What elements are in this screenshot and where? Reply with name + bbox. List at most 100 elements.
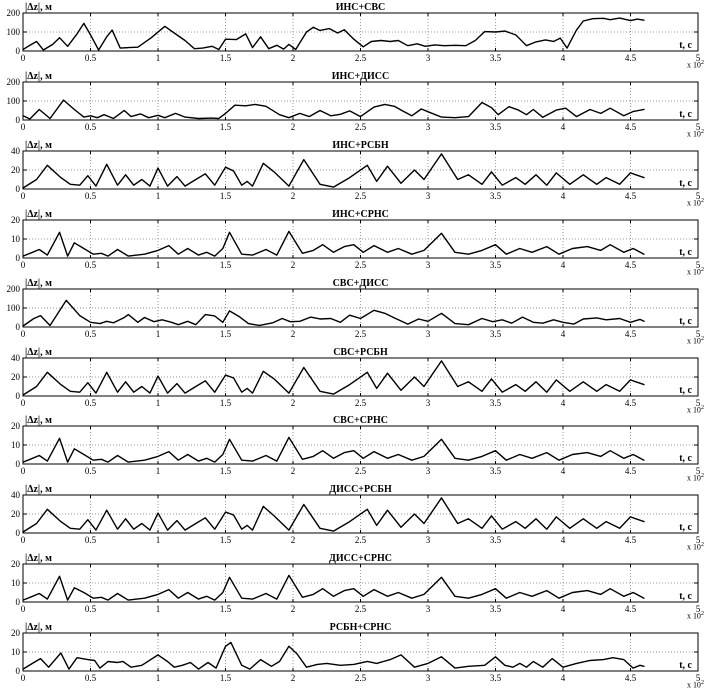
x-tick-label: 3.5 xyxy=(490,260,502,270)
x-tick-label: 1 xyxy=(156,53,161,63)
y-tick-label: 10 xyxy=(11,647,20,657)
x-tick-label: 0 xyxy=(21,53,26,63)
subplot-8: 0 0.5 1 1.5 2 2.5 3 3.5 4 4.5 5 0 20 40 ДИСС+РСБН |Δz|,… xyxy=(11,484,704,551)
x-tick-label: 2 xyxy=(291,397,296,407)
x-tick-label: 1.5 xyxy=(220,329,232,339)
x-tick-label: 1 xyxy=(156,604,161,614)
x-tick-label: 4.5 xyxy=(625,397,637,407)
data-series-line xyxy=(22,99,645,120)
x-tick-label: 1 xyxy=(156,329,161,339)
x-scale-base: x 10 xyxy=(687,405,701,413)
y-tick-label: 20 xyxy=(11,559,20,569)
y-axis-label: |Δz|, м xyxy=(25,553,52,564)
x-tick-label: 1 xyxy=(156,535,161,545)
y-tick-label: 20 xyxy=(11,421,20,431)
y-tick-label: 40 xyxy=(11,490,20,500)
subplot-title: СВС+РСБН xyxy=(333,346,388,357)
x-tick-label: 3 xyxy=(426,53,431,63)
x-scale-annotation: x 102 xyxy=(687,542,704,551)
x-tick-label: 0 xyxy=(21,260,26,270)
x-tick-label: 1.5 xyxy=(220,535,232,545)
x-axis-label: t, с xyxy=(679,247,692,258)
y-tick-label: 0 xyxy=(16,666,21,676)
x-tick-label: 4 xyxy=(561,53,566,63)
x-tick-label: 4.5 xyxy=(625,329,637,339)
x-tick-label: 4 xyxy=(561,397,566,407)
x-tick-label: 1.5 xyxy=(220,191,232,201)
data-series-line xyxy=(22,641,645,670)
x-tick-label: 2 xyxy=(291,260,296,270)
x-tick-label: 0.5 xyxy=(85,673,97,683)
y-tick-label: 20 xyxy=(11,165,20,175)
x-tick-label: 0.5 xyxy=(85,260,97,270)
subplot-title: ДИСС+СРНС xyxy=(329,553,392,564)
y-tick-label: 100 xyxy=(7,27,21,37)
x-tick-label: 1.5 xyxy=(220,466,232,476)
subplot-3: 0 0.5 1 1.5 2 2.5 3 3.5 4 4.5 5 0 20 40 ИНС+РСБН |Δz|, … xyxy=(11,140,704,207)
x-scale-exponent: 2 xyxy=(701,60,704,66)
x-tick-label: 5 xyxy=(696,466,701,476)
y-tick-label: 20 xyxy=(11,509,20,519)
x-tick-label: 5 xyxy=(696,535,701,545)
x-tick-label: 0 xyxy=(21,191,26,201)
x-scale-annotation: x 102 xyxy=(687,267,704,276)
y-axis-label: |Δz|, м xyxy=(25,209,52,220)
subplot-title: ИНС+ДИСС xyxy=(332,71,390,82)
x-scale-base: x 10 xyxy=(687,60,701,68)
x-tick-label: 3.5 xyxy=(490,673,502,683)
subplot-1: 0 0.5 1 1.5 2 2.5 3 3.5 4 4.5 5 0 100 200 ИНС+СВС |Δz|,… xyxy=(7,2,704,69)
y-axis-label: |Δz|, м xyxy=(25,2,52,13)
x-tick-label: 2 xyxy=(291,673,296,683)
x-scale-exponent: 2 xyxy=(701,542,704,548)
x-tick-label: 5 xyxy=(696,191,701,201)
x-tick-label: 2.5 xyxy=(355,260,367,270)
x-tick-label: 4 xyxy=(561,329,566,339)
x-axis-label: t, с xyxy=(679,453,692,464)
x-tick-label: 0.5 xyxy=(85,53,97,63)
data-series-line xyxy=(22,299,645,327)
x-tick-label: 0 xyxy=(21,673,26,683)
x-tick-label: 4.5 xyxy=(625,673,637,683)
x-tick-label: 2.5 xyxy=(355,466,367,476)
x-tick-label: 2.5 xyxy=(355,673,367,683)
y-tick-label: 10 xyxy=(11,234,20,244)
y-tick-label: 10 xyxy=(11,578,20,588)
x-scale-annotation: x 102 xyxy=(687,611,704,620)
x-scale-exponent: 2 xyxy=(701,198,704,204)
x-tick-label: 1 xyxy=(156,122,161,132)
y-tick-label: 0 xyxy=(16,184,21,194)
x-tick-label: 1 xyxy=(156,397,161,407)
subplot-9: 0 0.5 1 1.5 2 2.5 3 3.5 4 4.5 5 0 10 20 ДИСС+СРНС |Δz|,… xyxy=(11,553,704,620)
x-tick-label: 0.5 xyxy=(85,466,97,476)
x-tick-label: 3 xyxy=(426,191,431,201)
x-tick-label: 1 xyxy=(156,260,161,270)
x-tick-label: 1.5 xyxy=(220,53,232,63)
data-series-line xyxy=(22,230,645,257)
x-tick-label: 1 xyxy=(156,466,161,476)
y-axis-label: |Δz|, м xyxy=(25,346,52,357)
x-tick-label: 2 xyxy=(291,122,296,132)
x-tick-label: 3 xyxy=(426,535,431,545)
x-scale-annotation: x 102 xyxy=(687,404,704,413)
x-tick-label: 5 xyxy=(696,122,701,132)
x-tick-label: 4 xyxy=(561,604,566,614)
x-tick-label: 2 xyxy=(291,53,296,63)
x-tick-label: 2.5 xyxy=(355,191,367,201)
x-tick-label: 3.5 xyxy=(490,122,502,132)
x-tick-label: 3 xyxy=(426,466,431,476)
y-tick-label: 200 xyxy=(7,8,21,18)
x-tick-label: 1.5 xyxy=(220,122,232,132)
x-tick-label: 2.5 xyxy=(355,604,367,614)
y-tick-label: 100 xyxy=(7,96,21,106)
x-tick-label: 1.5 xyxy=(220,397,232,407)
x-tick-label: 3.5 xyxy=(490,535,502,545)
x-tick-label: 4 xyxy=(561,673,566,683)
y-tick-label: 200 xyxy=(7,77,21,87)
x-tick-label: 5 xyxy=(696,397,701,407)
x-tick-label: 4.5 xyxy=(625,122,637,132)
y-axis-label: |Δz|, м xyxy=(25,484,52,495)
subplot-6: 0 0.5 1 1.5 2 2.5 3 3.5 4 4.5 5 0 20 40 СВС+РСБН |Δz|, … xyxy=(11,346,704,413)
x-tick-label: 3.5 xyxy=(490,191,502,201)
y-tick-label: 20 xyxy=(11,215,20,225)
